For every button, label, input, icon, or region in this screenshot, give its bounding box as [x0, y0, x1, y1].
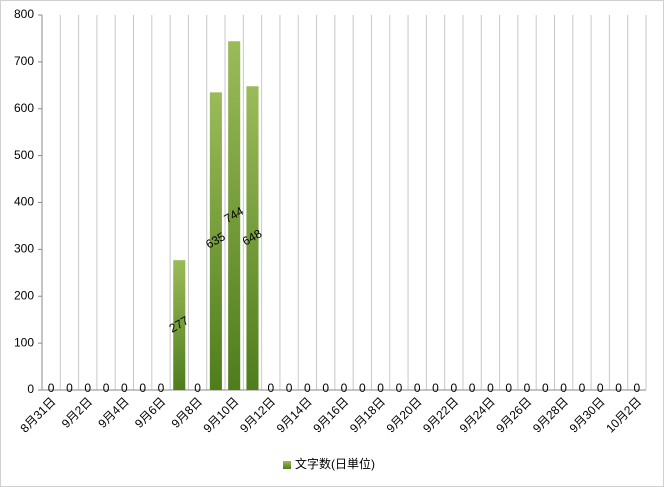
- data-label: 0: [286, 381, 293, 395]
- data-label: 0: [450, 381, 457, 395]
- data-label: 0: [48, 381, 55, 395]
- legend-label: 文字数(日単位): [295, 456, 375, 471]
- data-label: 0: [414, 381, 421, 395]
- y-tick-label: 100: [14, 335, 34, 349]
- data-label: 0: [267, 381, 274, 395]
- data-label: 0: [304, 381, 311, 395]
- data-label: 0: [341, 381, 348, 395]
- bar: [173, 260, 186, 390]
- y-tick-label: 300: [14, 242, 34, 256]
- y-tick-label: 600: [14, 101, 34, 115]
- data-label: 0: [615, 381, 622, 395]
- data-label: 0: [542, 381, 549, 395]
- data-label: 0: [121, 381, 128, 395]
- data-label: 0: [487, 381, 494, 395]
- data-label: 0: [103, 381, 110, 395]
- data-label: 0: [560, 381, 567, 395]
- legend-swatch: [283, 461, 291, 469]
- y-tick-label: 400: [14, 195, 34, 209]
- data-label: 0: [377, 381, 384, 395]
- data-label: 0: [158, 381, 165, 395]
- y-tick-label: 500: [14, 148, 34, 162]
- data-label: 0: [634, 381, 641, 395]
- data-label: 0: [66, 381, 73, 395]
- data-label: 0: [469, 381, 476, 395]
- data-label: 0: [322, 381, 329, 395]
- data-label: 0: [194, 381, 201, 395]
- bar: [228, 41, 241, 390]
- y-tick-label: 700: [14, 54, 34, 68]
- y-tick-label: 0: [27, 382, 34, 396]
- y-tick-label: 200: [14, 288, 34, 302]
- data-label: 0: [597, 381, 604, 395]
- bar: [246, 86, 259, 390]
- bar: [209, 92, 222, 390]
- data-label: 0: [359, 381, 366, 395]
- y-tick-label: 800: [14, 7, 34, 21]
- data-label: 0: [432, 381, 439, 395]
- data-label: 0: [505, 381, 512, 395]
- data-label: 0: [84, 381, 91, 395]
- data-label: 0: [524, 381, 531, 395]
- data-label: 0: [139, 381, 146, 395]
- data-label: 0: [579, 381, 586, 395]
- data-label: 0: [396, 381, 403, 395]
